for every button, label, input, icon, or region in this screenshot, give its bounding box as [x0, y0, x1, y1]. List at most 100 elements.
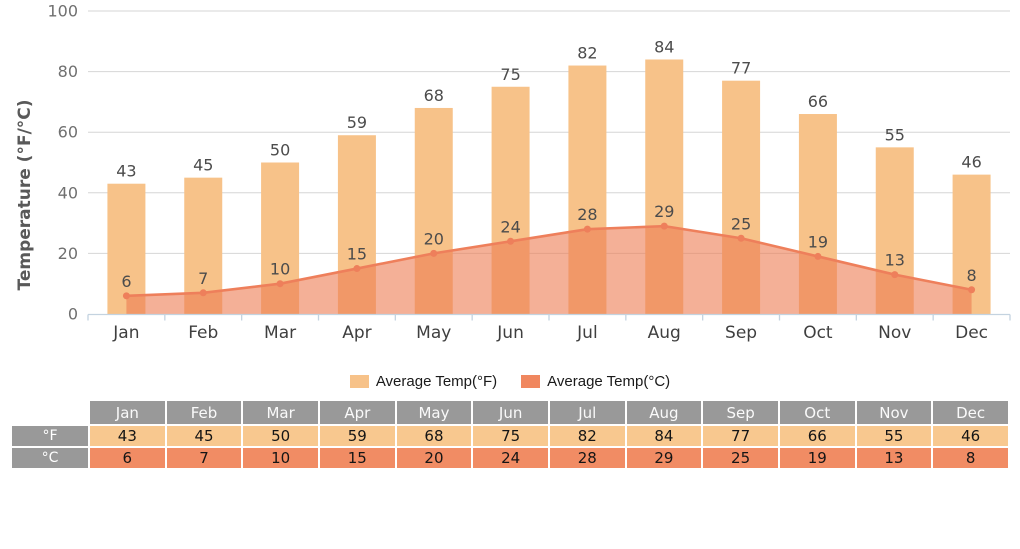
- table-value-cell: 6: [90, 448, 165, 468]
- table-month-header-apr: Apr: [319, 401, 395, 424]
- table-value-cell: 19: [779, 448, 855, 468]
- temperature-table: Jan Feb Mar Apr May Jun Jul Aug Sep Oct Nov Dec °F 43…: [10, 399, 1010, 470]
- bar-label-may: 68: [424, 86, 444, 105]
- table-value-cell: 25: [703, 448, 778, 468]
- table-row-label: °C: [12, 448, 88, 468]
- table-value-cell: 82: [549, 426, 625, 446]
- y-tick-label-100: 100: [47, 2, 78, 21]
- chart-legend: Average Temp(°F) Average Temp(°C): [0, 371, 1020, 391]
- y-tick-label-0: 0: [68, 305, 78, 324]
- marker-jun[interactable]: [507, 237, 515, 245]
- table-month-header-dec: Dec: [933, 401, 1008, 424]
- table-value-cell: 46: [933, 426, 1008, 446]
- marker-oct[interactable]: [814, 252, 822, 260]
- marker-feb[interactable]: [199, 289, 207, 297]
- bar-label-jan: 43: [116, 162, 136, 181]
- table-value-cell: 68: [396, 426, 472, 446]
- marker-sep[interactable]: [737, 234, 745, 242]
- table-month-header-jun: Jun: [473, 401, 548, 424]
- area-label-feb: 7: [198, 269, 208, 288]
- area-label-mar: 10: [270, 260, 290, 279]
- bar-label-apr: 59: [347, 113, 367, 132]
- table-value-cell: 29: [626, 448, 702, 468]
- table-row-fahrenheit: °F 43 45 50 59 68 75 82 84 77 66 55 46: [12, 426, 1008, 446]
- x-label-nov: Nov: [878, 323, 911, 343]
- table-value-cell: 50: [243, 426, 318, 446]
- table-month-header-aug: Aug: [626, 401, 702, 424]
- table-row-celsius: °C 6 7 10 15 20 24 28 29 25 19 13 8: [12, 448, 1008, 468]
- legend-swatch-c-icon: [521, 374, 541, 388]
- table-header-row: Jan Feb Mar Apr May Jun Jul Aug Sep Oct Nov Dec: [12, 401, 1008, 424]
- marker-jan[interactable]: [122, 292, 130, 300]
- marker-may[interactable]: [430, 249, 438, 257]
- table-month-header-may: May: [396, 401, 472, 424]
- area-label-sep: 25: [731, 214, 751, 233]
- marker-aug[interactable]: [660, 222, 668, 230]
- x-label-mar: Mar: [264, 323, 296, 343]
- area-label-aug: 29: [654, 202, 674, 221]
- area-label-apr: 15: [347, 245, 367, 264]
- legend-label-temp-c: Average Temp(°C): [547, 372, 671, 390]
- table-month-header-mar: Mar: [243, 401, 318, 424]
- area-label-dec: 8: [966, 266, 976, 285]
- table-month-header-feb: Feb: [166, 401, 242, 424]
- table-value-cell: 15: [319, 448, 395, 468]
- table-value-cell: 45: [166, 426, 242, 446]
- area-label-jan: 6: [121, 272, 131, 291]
- marker-mar[interactable]: [276, 280, 284, 288]
- table-month-header-sep: Sep: [703, 401, 778, 424]
- y-tick-label-80: 80: [58, 62, 78, 81]
- table-value-cell: 10: [243, 448, 318, 468]
- y-tick-label-40: 40: [58, 183, 78, 202]
- table-value-cell: 43: [90, 426, 165, 446]
- table-month-header-oct: Oct: [779, 401, 855, 424]
- legend-item-temp-f[interactable]: Average Temp(°F): [349, 372, 498, 390]
- table-value-cell: 28: [549, 448, 625, 468]
- table-month-header-nov: Nov: [856, 401, 932, 424]
- bar-jan[interactable]: [107, 183, 146, 314]
- table-value-cell: 20: [396, 448, 472, 468]
- legend-label-temp-f: Average Temp(°F): [375, 372, 498, 390]
- marker-nov[interactable]: [891, 271, 899, 279]
- table-value-cell: 84: [626, 426, 702, 446]
- legend-swatch-f-icon: [349, 374, 369, 388]
- y-tick-label-60: 60: [58, 123, 78, 142]
- area-label-may: 20: [424, 229, 444, 248]
- table-corner-cell: [12, 401, 88, 424]
- table-month-header-jan: Jan: [90, 401, 165, 424]
- bar-label-feb: 45: [193, 156, 213, 175]
- table-value-cell: 55: [856, 426, 932, 446]
- table-value-cell: 24: [473, 448, 548, 468]
- temp-c-line[interactable]: [126, 224, 972, 298]
- marker-jul[interactable]: [583, 225, 591, 233]
- area-label-oct: 19: [808, 232, 828, 251]
- bar-label-nov: 55: [885, 125, 905, 144]
- bar-label-aug: 84: [654, 37, 674, 56]
- x-label-oct: Oct: [803, 323, 833, 343]
- bar-label-oct: 66: [808, 92, 828, 111]
- legend-item-temp-c[interactable]: Average Temp(°C): [521, 373, 670, 390]
- marker-dec[interactable]: [968, 286, 976, 294]
- bar-label-mar: 50: [270, 141, 290, 160]
- x-label-jan: Jan: [112, 323, 139, 343]
- marker-apr[interactable]: [353, 265, 361, 273]
- table-value-cell: 66: [779, 426, 855, 446]
- x-label-jun: Jun: [496, 323, 524, 343]
- temp-c-area[interactable]: [126, 226, 972, 314]
- table-row-label: °F: [12, 426, 88, 446]
- table-value-cell: 13: [856, 448, 932, 468]
- x-label-jul: Jul: [576, 323, 598, 343]
- bar-label-jul: 82: [577, 44, 597, 63]
- temperature-chart: 0 20 40 60 80 100 43 45 50 59 68 75 82 84 77 66 55 46 6 7 10…: [15, 2, 1011, 343]
- x-label-sep: Sep: [725, 323, 757, 343]
- table-value-cell: 77: [703, 426, 778, 446]
- y-axis-title: Temperature (°F/°C): [15, 99, 35, 290]
- table-value-cell: 59: [319, 426, 395, 446]
- bar-label-jun: 75: [500, 65, 520, 84]
- table-value-cell: 75: [473, 426, 548, 446]
- bar-label-dec: 46: [961, 153, 981, 172]
- area-label-jul: 28: [577, 205, 597, 224]
- table-value-cell: 8: [933, 448, 1008, 468]
- bar-label-sep: 77: [731, 59, 751, 78]
